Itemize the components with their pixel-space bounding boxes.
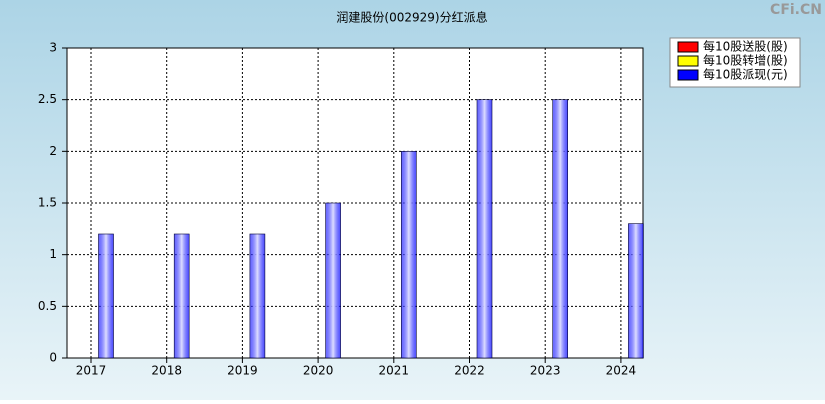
- legend-swatch: [677, 41, 699, 53]
- x-tick-label: 2017: [76, 364, 107, 378]
- y-tick-label: 2.5: [38, 92, 57, 106]
- y-tick-label: 1.5: [38, 196, 57, 210]
- chart-title: 润建股份(002929)分红派息: [336, 10, 487, 25]
- y-tick-label: 3: [49, 41, 57, 55]
- legend-swatch: [677, 69, 699, 81]
- bar: [476, 99, 493, 359]
- y-tick-label: 2: [49, 144, 57, 158]
- bar: [400, 151, 417, 359]
- y-tick-label: 0: [49, 351, 57, 365]
- y-tick-label: 1: [49, 247, 57, 261]
- x-tick-label: 2023: [530, 364, 561, 378]
- x-tick-label: 2020: [303, 364, 334, 378]
- legend-label: 每10股转增(股): [703, 53, 788, 68]
- watermark: CFi.CN: [770, 2, 822, 18]
- bar: [325, 202, 341, 359]
- x-tick-label: 2024: [606, 364, 637, 378]
- bar: [98, 233, 114, 359]
- legend-label: 每10股送股(股): [703, 39, 788, 54]
- legend-swatch: [677, 55, 699, 67]
- bar: [249, 233, 266, 359]
- y-tick-label: 0.5: [38, 299, 57, 313]
- x-tick-label: 2019: [227, 364, 258, 378]
- legend-label: 每10股派现(元): [703, 67, 788, 82]
- x-tick-label: 2022: [454, 364, 485, 378]
- bar: [628, 223, 644, 359]
- x-tick-label: 2018: [151, 364, 182, 378]
- bar: [552, 99, 569, 359]
- x-tick-label: 2021: [379, 364, 410, 378]
- bar: [173, 233, 190, 359]
